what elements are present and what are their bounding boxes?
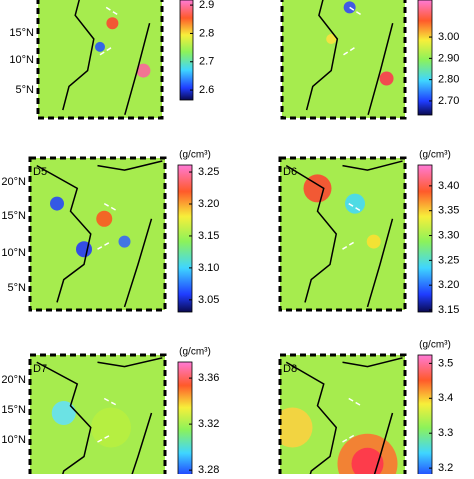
- island: [342, 202, 362, 250]
- panel: D7 20°N 15°N 10°N (g/cm³) 3.36 3.32 3.28: [1, 347, 219, 479]
- map-background: [280, 158, 405, 310]
- map-background: [38, 0, 162, 118]
- anomaly: [96, 210, 113, 227]
- colorbar-tick-label: 3.00: [438, 31, 459, 43]
- anomaly: [366, 234, 381, 249]
- colorbar-tick-label: 3.28: [198, 464, 219, 474]
- map-frame: [280, 0, 407, 120]
- map-background: [30, 158, 165, 310]
- lat-label: 15°N: [1, 210, 26, 222]
- colorbar-tick-label: 3.30: [438, 229, 459, 241]
- colorbar: [417, 164, 433, 313]
- map-frame: [36, 0, 164, 120]
- map-frame: [28, 156, 167, 312]
- lat-label: 10°N: [1, 247, 26, 259]
- colorbar-tick-label: 3.20: [438, 279, 459, 291]
- anomaly: [118, 235, 131, 248]
- colorbar-tick-label: 3.25: [198, 166, 219, 178]
- anomaly: [91, 407, 131, 448]
- island: [97, 202, 119, 250]
- panel: D6 (g/cm³) 3.40 3.35 3.30 3.25 3.20 3.15: [278, 150, 459, 316]
- anomaly: [50, 196, 64, 211]
- colorbar-tick-label: 3.20: [198, 198, 219, 210]
- map: [38, 0, 162, 118]
- colorbar: [179, 0, 194, 101]
- map: [282, 0, 405, 118]
- colorbar: [417, 0, 433, 116]
- coastline: [285, 357, 403, 479]
- colorbar-unit: (g/cm³): [419, 150, 451, 161]
- panel: 3.00 2.90 2.80 2.70: [280, 0, 459, 120]
- colorbar-tick-label: 2.9: [199, 0, 214, 11]
- colorbar-tick-label: 2.6: [199, 84, 214, 96]
- panel: D5 20°N 15°N 10°N 5°N (g/cm³) 3.25 3.20 3.15 3.10…: [1, 150, 219, 313]
- anomaly: [95, 41, 105, 52]
- anomaly: [326, 34, 337, 44]
- anomaly: [136, 63, 151, 78]
- colorbar-tick-label: 3.05: [198, 294, 219, 306]
- colorbar-tick-label: 3.10: [198, 262, 219, 274]
- colorbar-tick-label: 2.7: [199, 56, 214, 68]
- anomaly: [76, 241, 92, 258]
- colorbar-unit: (g/cm³): [419, 340, 451, 351]
- colorbar-tick-label: 2.80: [438, 74, 459, 86]
- island: [97, 397, 119, 443]
- colorbar: [417, 354, 433, 479]
- anomaly: [51, 401, 76, 425]
- panel-label: D6: [283, 166, 297, 178]
- colorbar-tick-label: 3.4: [438, 392, 453, 404]
- colorbar: [177, 164, 193, 313]
- panel: 15°N 10°N 5°N 2.9 2.8 2.7 2.6: [9, 0, 214, 120]
- colorbar-tick-label: 3.2: [438, 462, 453, 474]
- colorbar-tick-label: 2.70: [438, 95, 459, 107]
- colorbar: [177, 361, 193, 479]
- map-frame: [278, 353, 407, 479]
- colorbar-tick-label: 3.40: [438, 180, 459, 192]
- map: [280, 355, 405, 479]
- colorbar-tick-label: 3.15: [198, 230, 219, 242]
- lat-label: 5°N: [16, 84, 35, 96]
- coastline: [36, 160, 163, 308]
- panel-label: D7: [33, 363, 47, 375]
- colorbar-tick-label: 2.90: [438, 52, 459, 64]
- anomaly: [379, 71, 394, 86]
- coastline: [285, 160, 403, 308]
- map-frame: [278, 156, 407, 312]
- colorbar-tick-label: 3.15: [438, 304, 459, 316]
- lat-label: 20°N: [1, 176, 26, 188]
- map: [30, 158, 165, 310]
- panel-label: D8: [283, 363, 297, 375]
- colorbar-tick-label: 3.32: [198, 418, 219, 430]
- colorbar-tick-label: 3.35: [438, 205, 459, 217]
- island: [342, 397, 362, 443]
- colorbar-tick-label: 3.5: [438, 357, 453, 369]
- island: [343, 6, 363, 56]
- coastline: [305, 0, 394, 116]
- map: [30, 355, 165, 479]
- map: [280, 158, 405, 310]
- lat-label: 10°N: [1, 434, 26, 446]
- lat-label: 15°N: [1, 404, 26, 416]
- lat-label: 5°N: [8, 282, 27, 294]
- lat-label: 20°N: [1, 374, 26, 386]
- lat-label: 15°N: [9, 27, 34, 39]
- colorbar-tick-label: 3.3: [438, 427, 453, 439]
- panel-label: D5: [33, 166, 47, 178]
- anomaly: [280, 407, 313, 448]
- colorbar-tick-label: 2.8: [199, 27, 214, 39]
- colorbar-unit: (g/cm³): [179, 347, 211, 358]
- colorbar-tick-label: 3.25: [438, 254, 459, 266]
- colorbar-unit: (g/cm³): [179, 150, 211, 161]
- panel: D8 (g/cm³) 3.5 3.4 3.3 3.2: [278, 340, 453, 479]
- anomaly: [345, 193, 365, 214]
- island: [99, 6, 120, 56]
- anomaly: [303, 174, 332, 203]
- colorbar-tick-label: 3.36: [198, 372, 219, 384]
- anomaly: [106, 17, 119, 30]
- coastline: [36, 357, 163, 479]
- map-background: [282, 0, 405, 118]
- coastline: [62, 0, 151, 116]
- lat-label: 10°N: [9, 54, 34, 66]
